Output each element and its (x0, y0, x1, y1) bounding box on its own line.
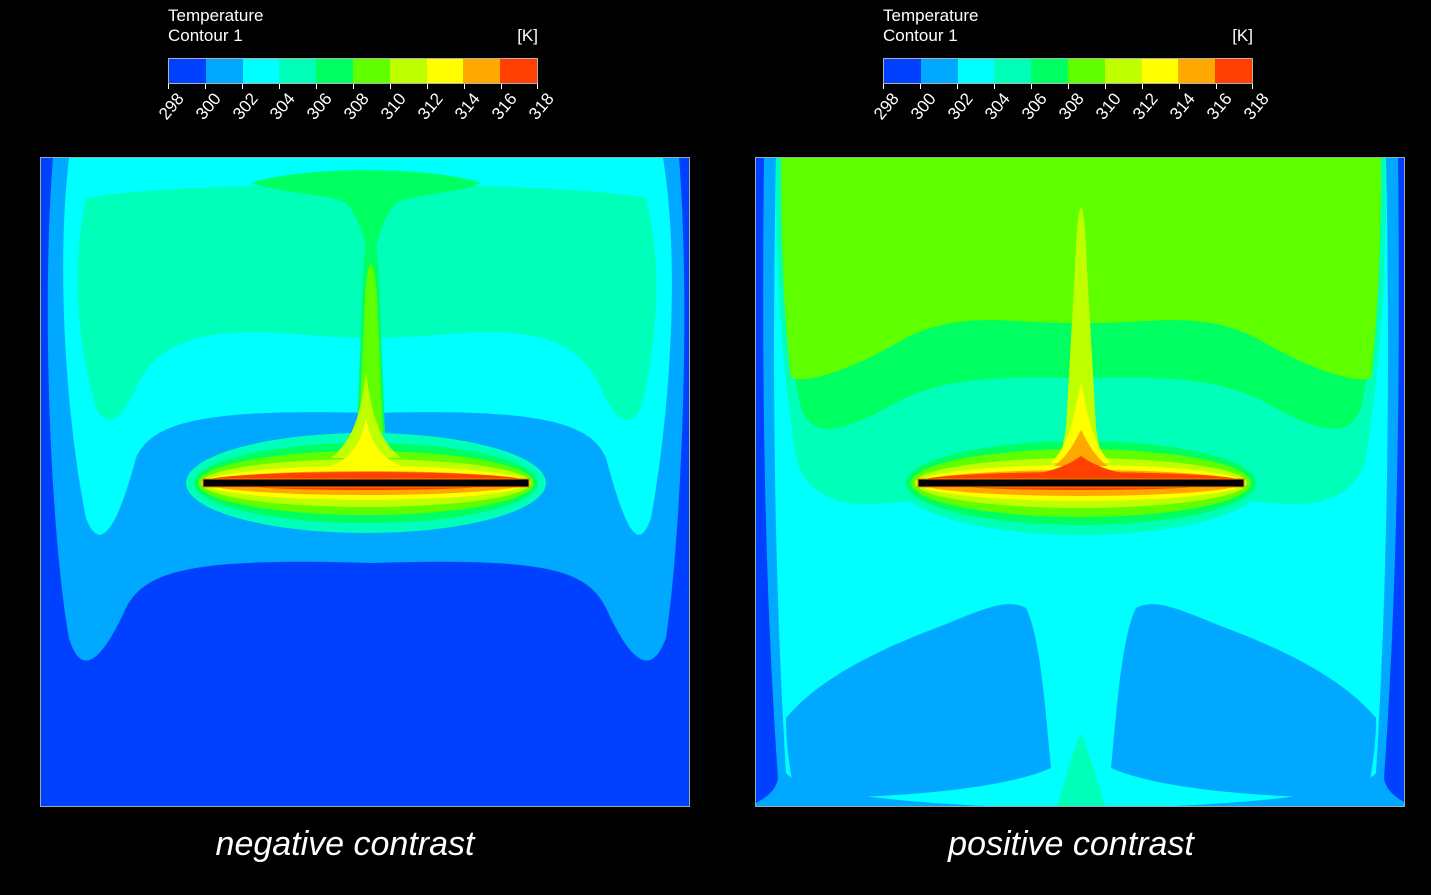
tick-mark (390, 84, 391, 89)
plume-310 (331, 373, 401, 458)
colorbar-segment (316, 59, 353, 83)
tick-label: 298 (154, 89, 188, 124)
region-304-bottom (1056, 733, 1106, 806)
plume-312 (1051, 383, 1111, 463)
tick-mark (168, 84, 169, 89)
tick-label: 310 (376, 89, 410, 124)
colorbar-segment (389, 59, 427, 83)
plume-312 (331, 418, 401, 466)
tick-label: 314 (1165, 89, 1199, 124)
contour-plot-negative (40, 157, 690, 807)
tick-mark (1031, 84, 1032, 89)
legend-negative: Temperature Contour 1 [K] 298 300 302 304 30… (155, 0, 558, 140)
tick-mark (427, 84, 428, 89)
colorbar-segment (463, 59, 501, 83)
tick-label: 310 (1091, 89, 1125, 124)
tick-mark (316, 84, 317, 89)
plume-316 (1041, 456, 1121, 473)
colorbar-segment (1067, 59, 1105, 83)
tick-mark (501, 84, 502, 89)
region-300-right-lobe (1111, 604, 1376, 798)
legend-subtitle: Contour 1 (883, 26, 958, 45)
tick-label: 302 (943, 89, 977, 124)
caption-positive: positive contrast (948, 825, 1194, 863)
tick-mark (353, 84, 354, 89)
tick-label: 304 (265, 89, 299, 124)
tick-mark (883, 84, 884, 89)
colorbar-segment (957, 59, 995, 83)
tick-mark (1252, 84, 1253, 89)
tick-label: 318 (524, 89, 558, 124)
colorbar-segment (1215, 59, 1252, 83)
tick-mark (464, 84, 465, 89)
colorbar-segment (352, 59, 390, 83)
tick-label: 300 (191, 89, 225, 124)
colorbar-segment (1031, 59, 1068, 83)
legend-positive: Temperature Contour 1 [K] 298 300 302 304 30… (870, 0, 1273, 140)
colorbar-segment (1141, 59, 1179, 83)
plume-310 (1061, 208, 1101, 468)
colorbar-ticks: 298 300 302 304 306 308 310 312 314 316 318 (870, 84, 1273, 144)
tick-label: 312 (413, 89, 447, 124)
tick-mark (279, 84, 280, 89)
legend-subtitle: Contour 1 (168, 26, 243, 45)
tick-label: 306 (1017, 89, 1051, 124)
tick-label: 298 (869, 89, 903, 124)
heater-plate (202, 478, 530, 488)
tick-label: 316 (487, 89, 521, 124)
tick-mark (537, 84, 538, 89)
colorbar-segment (205, 59, 243, 83)
colorbar-ticks: 298 300 302 304 306 308 310 312 314 316 318 (155, 84, 558, 144)
tick-label: 308 (1054, 89, 1088, 124)
colorbar-segment (242, 59, 280, 83)
tick-label: 302 (228, 89, 262, 124)
region-300-left-lobe (786, 604, 1051, 798)
colorbar-segment (994, 59, 1032, 83)
tick-mark (957, 84, 958, 89)
region-306 (251, 170, 481, 268)
legend-unit: [K] (1232, 26, 1253, 45)
tick-mark (1179, 84, 1180, 89)
colorbar-segment (500, 59, 537, 83)
tick-label: 308 (339, 89, 373, 124)
tick-mark (920, 84, 921, 89)
tick-mark (1142, 84, 1143, 89)
legend-title: Temperature (168, 6, 264, 25)
colorbar (883, 58, 1253, 84)
colorbar-segment (426, 59, 464, 83)
legend-title: Temperature (883, 6, 979, 25)
tick-mark (1105, 84, 1106, 89)
tick-label: 300 (906, 89, 940, 124)
plume-314 (1054, 430, 1108, 466)
caption-negative: negative contrast (215, 825, 475, 863)
tick-label: 318 (1239, 89, 1273, 124)
tick-label: 306 (302, 89, 336, 124)
colorbar-segment (1104, 59, 1142, 83)
colorbar-segment (279, 59, 317, 83)
tick-mark (994, 84, 995, 89)
colorbar-segment (884, 59, 921, 83)
legend-unit: [K] (517, 26, 538, 45)
colorbar-segment (169, 59, 206, 83)
contour-plot-positive (755, 157, 1405, 807)
tick-label: 312 (1128, 89, 1162, 124)
tick-label: 316 (1202, 89, 1236, 124)
heater-plate (917, 478, 1245, 488)
colorbar-segment (1178, 59, 1216, 83)
tick-mark (1068, 84, 1069, 89)
colorbar (168, 58, 538, 84)
tick-label: 304 (980, 89, 1014, 124)
tick-mark (242, 84, 243, 89)
tick-label: 314 (450, 89, 484, 124)
tick-mark (1216, 84, 1217, 89)
colorbar-segment (920, 59, 958, 83)
tick-mark (205, 84, 206, 89)
